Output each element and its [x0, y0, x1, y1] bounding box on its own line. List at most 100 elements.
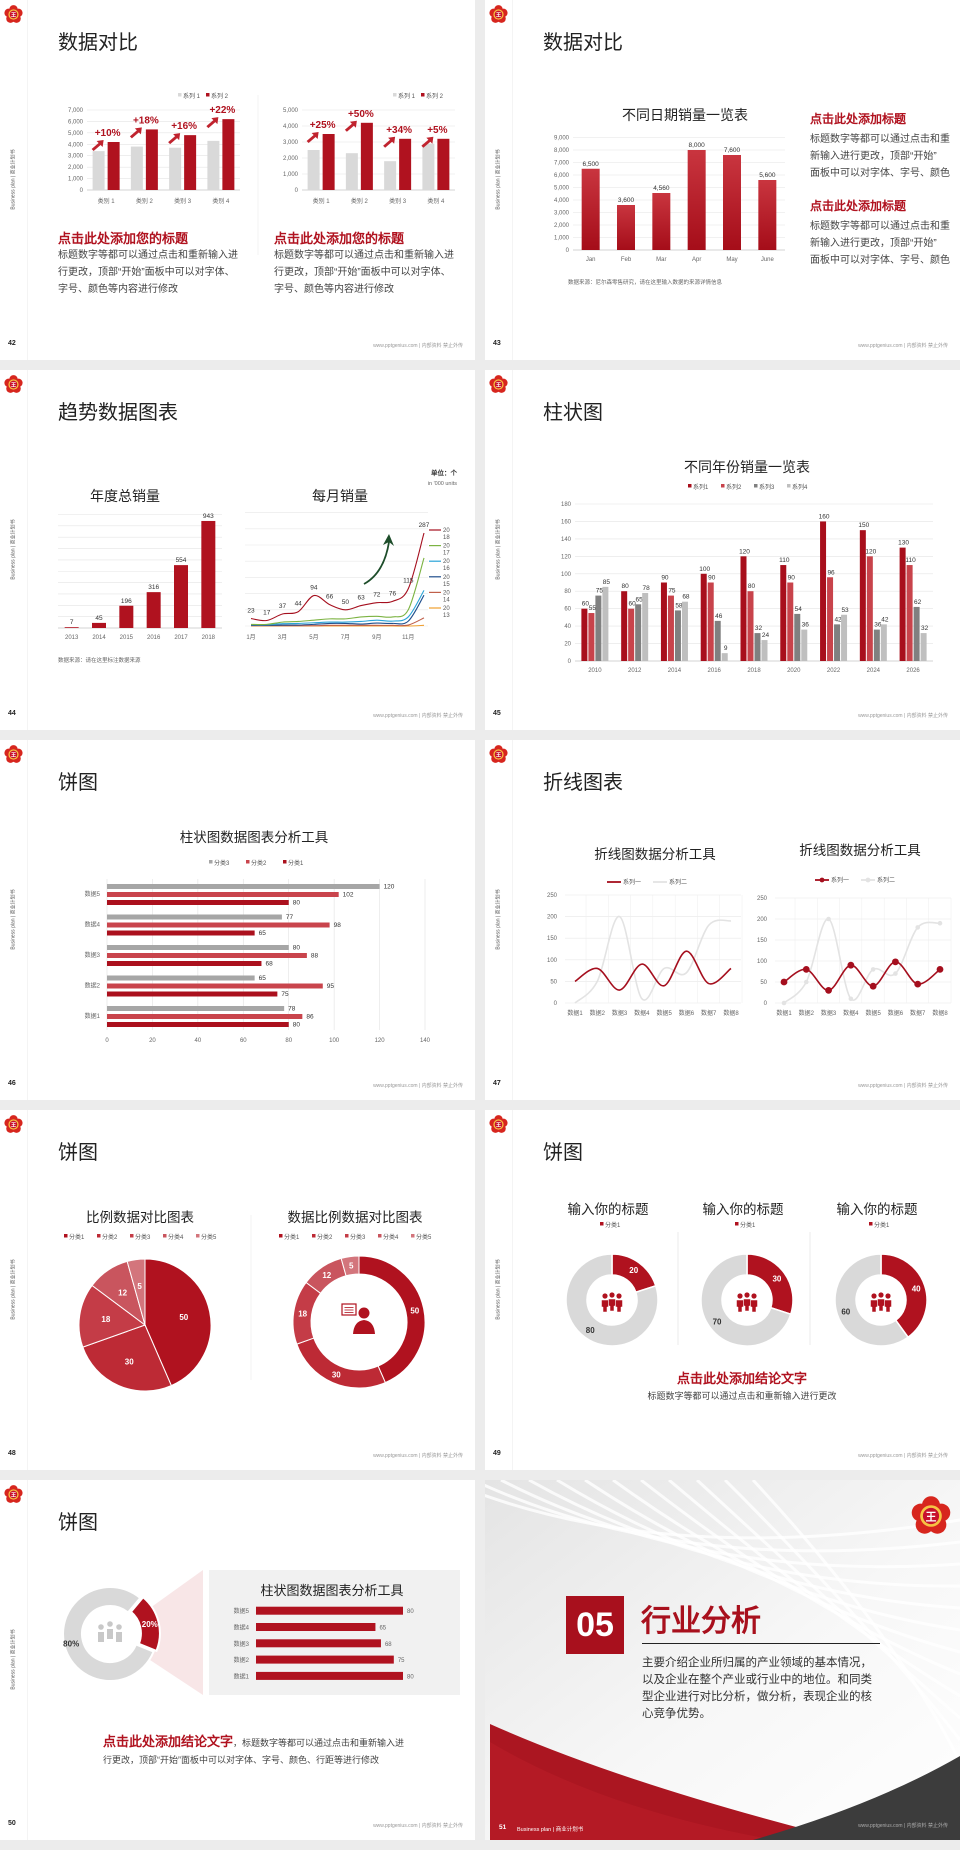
x-tick-label: 数据1 — [567, 1009, 583, 1017]
x-tick-label: 数据1 — [776, 1009, 792, 1017]
growth-label: +5% — [427, 125, 447, 136]
bar — [866, 556, 873, 661]
legend-label: 20 17 — [443, 544, 450, 557]
data-label: 12 — [322, 1271, 331, 1280]
bar — [222, 119, 235, 190]
bar — [660, 582, 667, 661]
legend-swatch — [97, 1234, 101, 1238]
logo-glyph: 王 — [496, 382, 501, 389]
logo-center — [9, 1120, 18, 1129]
data-label: 80 — [407, 1674, 414, 1680]
y-tick-label: 1,000 — [68, 177, 84, 183]
block-heading[interactable]: 点击此处添加标题 — [810, 199, 907, 213]
bar — [256, 1639, 381, 1648]
background-curve — [751, 1480, 960, 1763]
data-label: 44 — [295, 601, 303, 608]
x-tick-label: 40 — [195, 1038, 202, 1044]
legend-label: 系列2 — [726, 483, 742, 491]
bar — [714, 620, 721, 661]
legend-marker — [865, 877, 871, 883]
legend-label: 系列二 — [669, 878, 687, 886]
data-point — [848, 996, 854, 1002]
chart-layer: 王 0 1,000 2,000 3,000 4,000 5,000 6,000 7,000 类别 … — [4, 5, 455, 255]
y-tick-label: 5,000 — [68, 131, 84, 137]
block-heading[interactable]: 点击此处添加您的标题 — [58, 231, 189, 246]
page-number: 51 — [499, 1824, 507, 1831]
legend-label: 分类3 — [214, 859, 230, 867]
body-line: 面板中可以对字体、字号、颜色 — [810, 255, 950, 266]
bar — [820, 521, 827, 661]
y-tick-label: 40 — [564, 624, 571, 630]
data-label: 50 — [410, 1306, 419, 1315]
logo-glyph: 王 — [11, 382, 16, 389]
data-label: 160 — [819, 513, 830, 520]
data-label: 62 — [914, 599, 922, 606]
y-tick-label: 数据2 — [85, 982, 101, 990]
footer-text: www.pptgenius.com | 内部资料 禁止外传 — [858, 1083, 948, 1089]
person-body — [601, 1299, 609, 1313]
conclusion-body[interactable]: 标题数字等都可以通过点击和重新输入进行更改 — [647, 1391, 837, 1401]
data-label: 30 — [332, 1370, 341, 1379]
block-body[interactable]: 标题数字等都可以通过点击和重 新输入进行更改，顶部“开始” 面板中可以对字体、字… — [810, 131, 950, 182]
data-label: 5 — [349, 1262, 354, 1271]
x-tick-label: 数据7 — [910, 1009, 926, 1017]
chart-title: 不同日期销量一览表 — [622, 107, 748, 123]
data-label: 60 — [582, 601, 590, 608]
person-head — [116, 1624, 122, 1630]
x-tick-label: 类别 4 — [212, 197, 230, 205]
block-heading[interactable]: 点击此处添加您的标题 — [274, 231, 405, 246]
y-tick-label: 100 — [561, 572, 572, 578]
slide-title: 柱状图 — [543, 402, 603, 424]
legend-label-part: 20 — [443, 590, 450, 596]
footer-text: www.pptgenius.com | 内部资料 禁止外传 — [373, 1823, 463, 1829]
block-body[interactable]: 标题数字等都可以通过点击和重 新输入进行更改，顶部“开始” 面板中可以对字体、字… — [810, 218, 950, 269]
y-tick-label: 50 — [760, 980, 767, 986]
data-label: 80 — [748, 583, 756, 590]
data-label: 55 — [589, 605, 597, 612]
data-label: 88 — [311, 953, 319, 960]
slide-50: 王 20% 80% 数据5 80 数据4 65 数据3 68 数据2 75 数据1 80 饼图 柱状图数… — [0, 1480, 475, 1840]
bar — [130, 146, 143, 190]
data-point — [892, 958, 899, 966]
x-tick-label: 2016 — [147, 635, 161, 641]
legend-swatch — [64, 1234, 68, 1238]
description-line: 型企业进行对比分析，做分析，表现企业的核 — [642, 1691, 872, 1703]
x-tick-label: 类别 2 — [351, 197, 369, 205]
block-body[interactable]: 标题数字等都可以通过点击和重新输入进 行更改，顶部“开始”面板中可以对字体、 字… — [274, 247, 454, 298]
bar — [794, 613, 801, 661]
y-tick-label: 20 — [564, 642, 571, 648]
arrow-up-right-icon — [168, 133, 181, 145]
pie-slice — [129, 1595, 161, 1653]
x-tick-label: 2016 — [708, 668, 722, 674]
data-label: 37 — [279, 603, 287, 610]
data-label: 76 — [389, 590, 397, 597]
conclusion-heading[interactable]: 点击此处添加结论文字 — [676, 1371, 807, 1386]
slide-47: 王 0 50 100 150 200 250 数据1 数据2 数据3 数据4 数据5 数据6 数据7 数据8… — [485, 740, 960, 1100]
conclusion-line[interactable]: 行更改，顶部“开始”面板中可以对字体、字号、颜色、行距等进行修改 — [103, 1755, 379, 1765]
data-label: 80 — [293, 945, 301, 952]
person-head — [737, 1293, 743, 1299]
bar — [801, 629, 808, 661]
legend-swatch — [246, 860, 250, 864]
legend-label-part: 13 — [443, 613, 450, 619]
background-curve — [485, 1483, 960, 1553]
x-tick-label: 9月 — [372, 634, 381, 641]
data-label: 90 — [661, 575, 669, 582]
data-label: 40 — [912, 1285, 921, 1294]
section-title: 行业分析 — [641, 1605, 761, 1638]
data-label: 86 — [306, 1014, 314, 1021]
pie-slice — [78, 1284, 147, 1348]
body-line: 新输入进行更改，顶部“开始” — [810, 151, 937, 162]
bar — [674, 610, 681, 661]
block-body[interactable]: 标题数字等都可以通过点击和重新输入进 行更改，顶部“开始”面板中可以对字体、 字… — [58, 247, 238, 298]
data-label: 120 — [865, 548, 876, 555]
y-tick-label: 3,000 — [554, 211, 570, 217]
body-line: 字号、颜色等内容进行修改 — [274, 284, 394, 295]
logo-glyph: 王 — [11, 752, 16, 759]
side-strip — [27, 370, 28, 730]
conclusion[interactable]: 点击此处添加结论文字，标题数字等都可以通过点击和重新输入进 — [103, 1731, 404, 1751]
bar — [761, 640, 768, 661]
bar — [621, 591, 628, 661]
block-heading[interactable]: 点击此处添加标题 — [810, 112, 907, 126]
legend-label: 系列 1 — [183, 92, 201, 100]
